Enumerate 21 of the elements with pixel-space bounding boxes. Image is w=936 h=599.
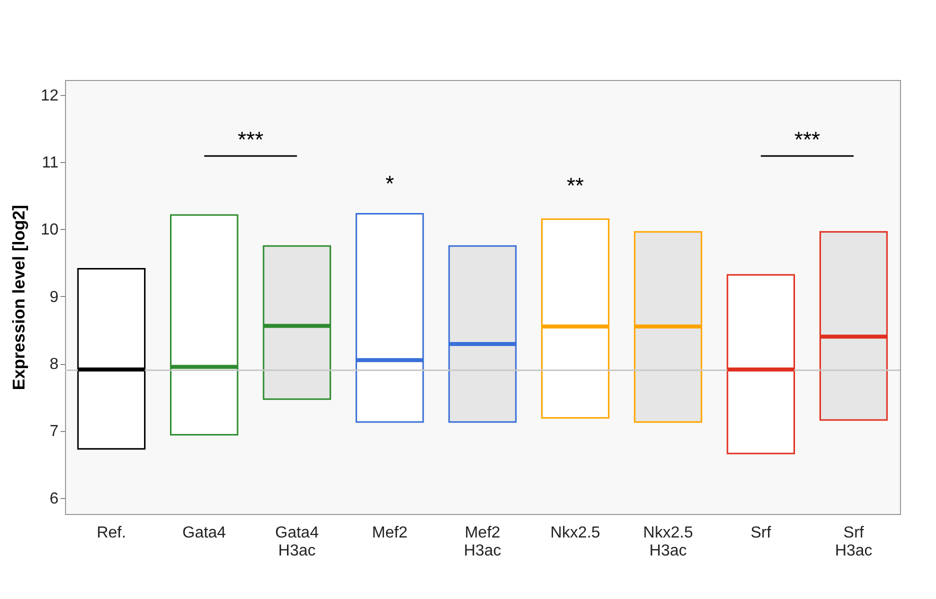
y-tick-label: 8 — [50, 356, 59, 374]
annotation: * — [385, 171, 394, 196]
y-tick-label: 9 — [50, 288, 59, 306]
x-tick-label: Nkx2.5 H3ac — [643, 524, 694, 560]
y-tick-label: 12 — [40, 87, 59, 104]
x-tick-label: Gata4 H3ac — [275, 524, 319, 560]
y-tick-label: 7 — [50, 423, 59, 440]
x-tick-label: Mef2 — [372, 524, 408, 542]
y-tick-label: 10 — [40, 222, 59, 239]
x-tick-label: Gata4 — [182, 524, 226, 542]
annotation: *** — [238, 127, 264, 152]
x-tick-label: Srf — [750, 524, 772, 542]
x-tick-label: Ref. — [96, 524, 126, 542]
y-axis-title: Expression level [log2] — [10, 204, 29, 390]
annotation: ** — [566, 173, 584, 198]
annotation: *** — [794, 127, 820, 152]
y-tick-label: 6 — [50, 490, 59, 508]
x-tick-label: Nkx2.5 — [550, 524, 600, 542]
y-tick-label: 11 — [42, 154, 59, 172]
x-tick-label: Srf H3ac — [834, 524, 872, 560]
x-tick-label: Mef2 H3ac — [464, 524, 502, 560]
